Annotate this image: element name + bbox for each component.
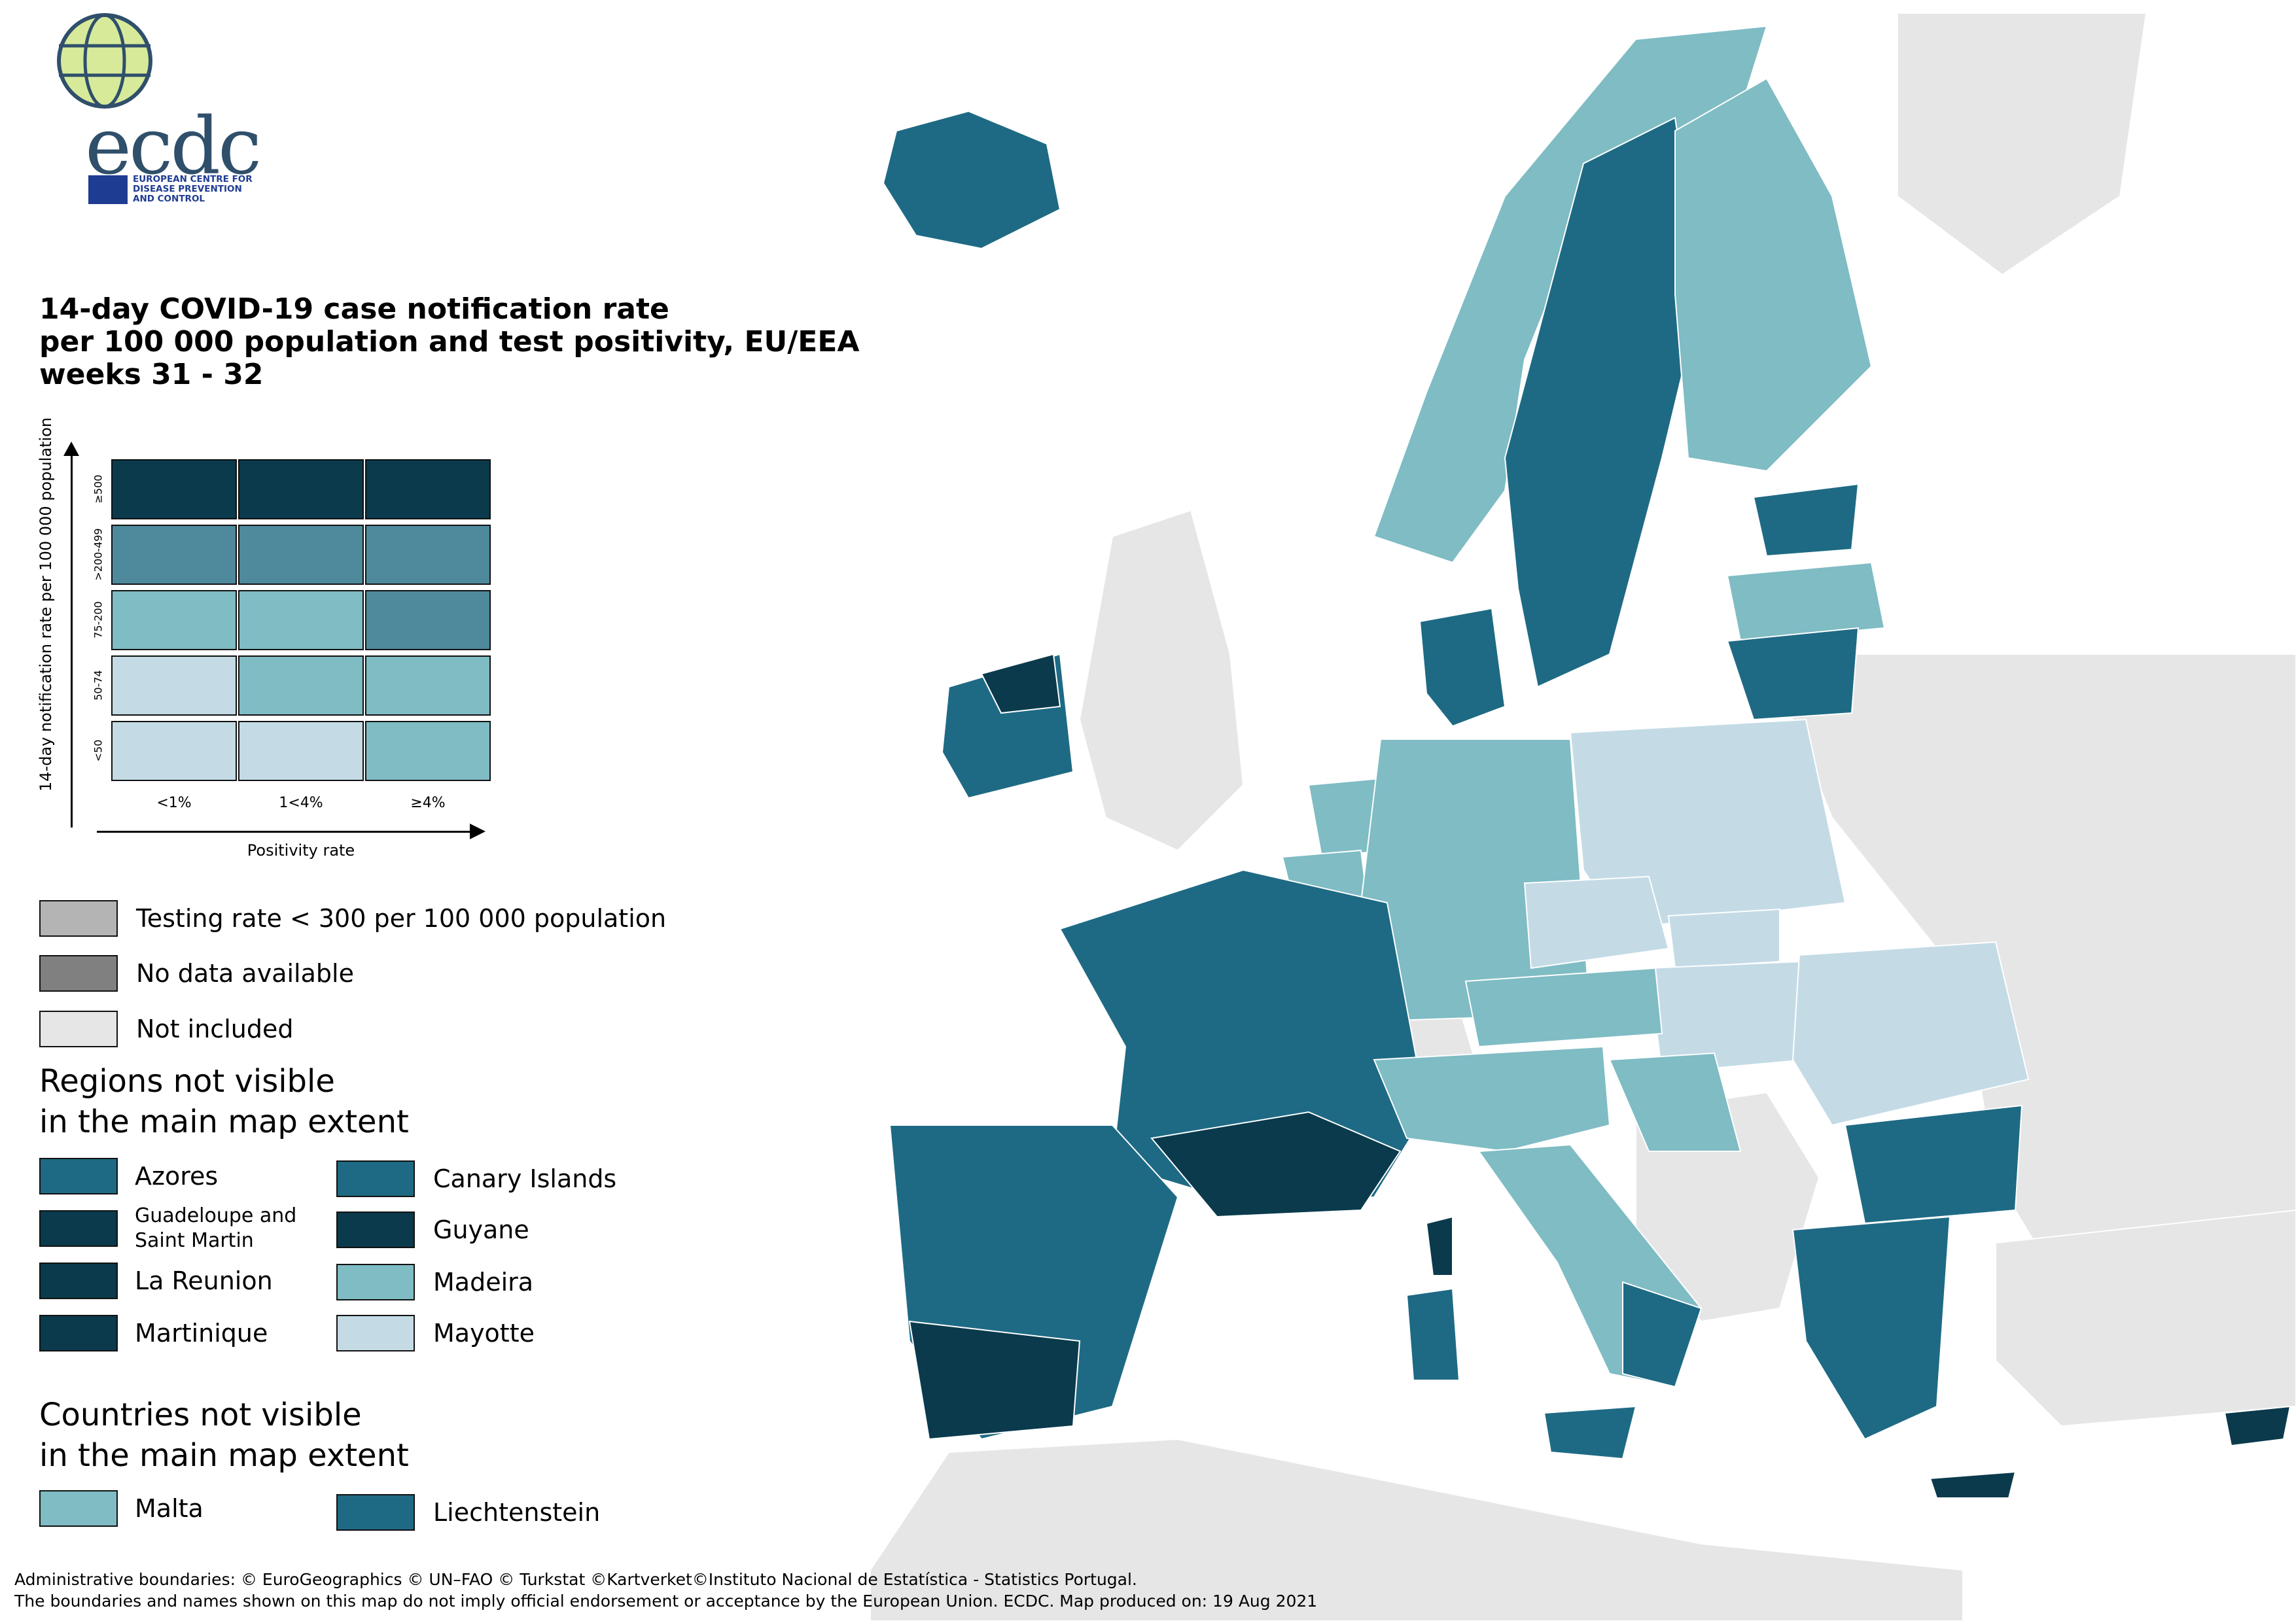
row-label: >200-499: [92, 528, 105, 581]
eu-flag-icon: [88, 175, 128, 204]
map-turkey: [1995, 1209, 2296, 1427]
map-cyprus: [2223, 1405, 2291, 1447]
map-estonia: [1752, 483, 1860, 557]
swatch-mayotte: [336, 1315, 415, 1351]
countries-heading: Countries not visible in the main map ex…: [39, 1397, 409, 1474]
country-label: Malta: [135, 1494, 203, 1523]
swatch-nodata: [39, 955, 118, 992]
col-label: <1%: [156, 795, 192, 811]
swatch-madeira: [336, 1264, 415, 1300]
y-axis-arrowhead: [63, 442, 79, 456]
row-label: 75-200: [92, 601, 105, 638]
map-austria: [1464, 967, 1663, 1048]
map-latvia: [1726, 561, 1886, 642]
matrix-cell: [365, 525, 491, 585]
matrix-cell: [111, 459, 237, 519]
row-label: 50-74: [92, 670, 105, 701]
swatch-martinique: [39, 1315, 118, 1351]
map-slovakia: [1667, 908, 1780, 969]
matrix-cell: [365, 721, 491, 781]
matrix-cell: [238, 721, 364, 781]
ecdc-logo: ecdc EUROPEAN CENTRE FOR DISEASE PREVENT…: [39, 10, 275, 206]
swatch-guyane: [336, 1211, 415, 1248]
region-label: Guyane: [433, 1215, 529, 1244]
map-iceland: [882, 110, 1061, 250]
matrix-cell: [238, 655, 364, 716]
matrix-cell: [111, 721, 237, 781]
map-uk: [1078, 509, 1245, 852]
matrix-cell: [365, 655, 491, 716]
swatch-malta: [39, 1490, 118, 1527]
swatch-liechtenstein: [336, 1494, 415, 1531]
map-france-south: [1150, 1111, 1402, 1218]
map-sicily: [1543, 1405, 1637, 1460]
map-romania: [1792, 941, 2030, 1126]
matrix-cell: [238, 590, 364, 650]
legend-notincluded-label: Not included: [136, 1015, 294, 1043]
map-sweden: [1504, 116, 1703, 688]
col-label: ≥4%: [410, 795, 446, 811]
matrix-cell: [238, 459, 364, 519]
map-czechia: [1523, 875, 1670, 969]
swatch-canary: [336, 1160, 415, 1197]
map-n-ireland: [980, 653, 1061, 714]
region-label: Madeira: [433, 1268, 534, 1297]
region-label: Mayotte: [433, 1319, 535, 1348]
map-france: [1059, 869, 1428, 1205]
map-greece: [1792, 1215, 1951, 1440]
map-spain-south: [908, 1320, 1081, 1440]
map-denmark: [1419, 607, 1506, 727]
logo-subtitle: EUROPEAN CENTRE FOR DISEASE PREVENTION A…: [133, 174, 253, 204]
matrix-cell: [111, 525, 237, 585]
swatch-testing: [39, 900, 118, 937]
map-north-russia: [1897, 12, 2147, 276]
col-label: 1<4%: [279, 795, 323, 811]
map-bulgaria: [1844, 1104, 2023, 1225]
row-label: <50: [92, 739, 105, 762]
swatch-azores: [39, 1158, 118, 1194]
x-axis-arrowhead: [470, 824, 486, 839]
matrix-cell: [365, 590, 491, 650]
region-label: Guadeloupe and Saint Martin: [135, 1204, 297, 1252]
map-italy-south: [1622, 1281, 1703, 1388]
matrix-cell: [238, 525, 364, 585]
map-corsica: [1425, 1215, 1453, 1276]
region-label: Azores: [135, 1162, 219, 1191]
country-label: Liechtenstein: [433, 1498, 601, 1527]
map-finland: [1674, 77, 1873, 472]
matrix-cell: [365, 459, 491, 519]
y-axis-label: 14-day notification rate per 100 000 pop…: [37, 417, 55, 792]
matrix-cell: [111, 590, 237, 650]
region-label: Martinique: [135, 1319, 268, 1348]
regions-heading: Regions not visible in the main map exte…: [39, 1063, 409, 1140]
map-crete: [1929, 1471, 2017, 1499]
legend-nodata-label: No data available: [136, 959, 354, 988]
y-axis-arrow: [71, 451, 73, 828]
map-title: 14-day COVID-19 case notification rate p…: [39, 292, 860, 391]
map-croatia: [1608, 1052, 1742, 1152]
region-label: La Reunion: [135, 1266, 273, 1295]
map-footer: Administrative boundaries: © EuroGeograp…: [14, 1570, 1318, 1611]
swatch-reunion: [39, 1263, 118, 1299]
map-north-africa: [870, 1438, 1964, 1621]
x-axis-arrow: [97, 831, 473, 833]
row-label: ≥500: [92, 474, 105, 504]
map-lithuania: [1726, 627, 1860, 721]
globe-icon: [57, 13, 152, 109]
region-label: Canary Islands: [433, 1164, 617, 1193]
map-sardinia: [1405, 1287, 1460, 1381]
x-axis-label: Positivity rate: [247, 841, 355, 860]
swatch-guadeloupe: [39, 1210, 118, 1247]
map-italy-north: [1373, 1045, 1611, 1153]
matrix-cell: [111, 655, 237, 716]
swatch-notincluded: [39, 1011, 118, 1047]
legend-testing-label: Testing rate < 300 per 100 000 populatio…: [136, 904, 667, 933]
